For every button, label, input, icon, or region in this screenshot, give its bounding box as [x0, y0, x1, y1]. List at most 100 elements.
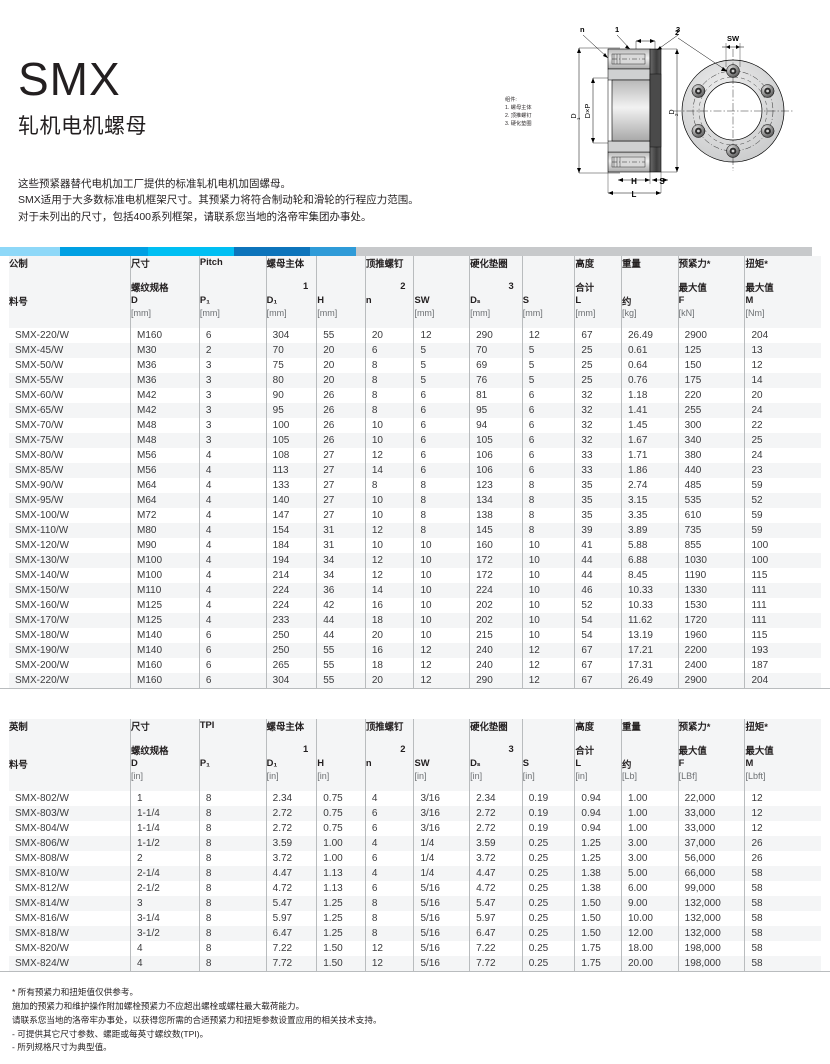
table-cell: 6 [413, 447, 470, 463]
table-cell: 3.00 [620, 850, 679, 866]
table-cell: 26.49 [620, 672, 679, 688]
table-cell: 4.47 [469, 865, 523, 881]
metric-h-F: F [678, 293, 685, 305]
imperial-col-washer-S: S [in] [521, 718, 575, 791]
table-cell: 12 [364, 552, 414, 568]
table-cell: 5/16 [413, 895, 470, 911]
table-cell: 147 [265, 507, 317, 523]
table-cell: 290 [469, 672, 523, 688]
table-cell: 1/4 [413, 850, 470, 866]
imperial-col-preload: 预紧力* 最大值 F [LBf] [677, 718, 745, 791]
svg-text:D×P: D×P [583, 104, 592, 119]
table-cell: M64 [129, 492, 200, 508]
metric-h-torque-max: 最大值 [745, 281, 774, 293]
table-cell: 7.22 [265, 940, 317, 956]
imperial-table: 英制 料号 尺寸 螺纹规格 D [in] TPI P₁ 螺母主体 1 D₁ [9, 718, 821, 971]
imperial-col-nutbody-H: H [in] [316, 718, 366, 791]
table-cell: 35 [574, 492, 622, 508]
table-cell: 14 [364, 462, 414, 478]
table-cell: 44 [316, 612, 366, 628]
drawing-svg: D 1 D×P [571, 25, 793, 199]
metric-h-S: S [522, 293, 530, 305]
table-cell: 26 [744, 835, 821, 851]
table-cell: 12 [744, 357, 821, 373]
table-cell: 33,000 [677, 820, 745, 836]
imperial-h-partno: 料号 [9, 758, 28, 770]
table-cell: 1.25 [574, 850, 622, 866]
table-cell: 187 [744, 657, 821, 673]
imperial-h-weight-unit: [Lb] [621, 770, 637, 781]
table-cell: 3/16 [413, 805, 470, 821]
metric-h-S-unit: [mm] [522, 307, 543, 318]
table-row: SMX-810/W 2-1/4 8 4.47 1.13 4 1/4 4.47 0.25 1.38 5… [9, 865, 821, 881]
table-cell: 855 [677, 537, 745, 553]
table-cell: 5.97 [469, 910, 523, 926]
metric-h-SW-unit: [mm] [414, 307, 435, 318]
table-cell: 32 [574, 402, 622, 418]
metric-h-approx: 约 [621, 295, 632, 307]
table-cell: 67 [574, 657, 622, 673]
table-cell: 8 [364, 372, 414, 388]
table-cell: 10 [364, 432, 414, 448]
metric-h-pitch: Pitch [199, 255, 223, 267]
imperial-h-tpi: TPI [199, 718, 215, 730]
table-cell: 8 [521, 507, 575, 523]
table-cell: 3.59 [469, 835, 523, 851]
table-row: SMX-70/W M48 3 100 26 10 6 94 6 32 1.45 300 22 [9, 417, 821, 433]
imperial-h-washer-num: 3 [508, 742, 514, 754]
table-cell: 3.72 [265, 850, 317, 866]
table-cell: 10 [364, 417, 414, 433]
metric-h-D1: D₁ [266, 293, 278, 305]
table-cell: M100 [129, 567, 200, 583]
table-cell: 81 [469, 387, 523, 403]
table-cell: 0.64 [620, 357, 679, 373]
table-row: SMX-180/W M140 6 250 44 20 10 215 10 54 13.19 1960 1… [9, 627, 821, 643]
imperial-col-washer-Ds: 硬化垫圈 3 Dₛ [in] [469, 718, 523, 791]
metric-h-partno: 料号 [9, 295, 28, 307]
metric-h-washer: 硬化垫圈 [470, 257, 508, 269]
table-cell: 8 [198, 790, 267, 806]
table-cell: SMX-814/W [9, 895, 131, 911]
table-cell: 95 [265, 402, 317, 418]
metric-table: 公制 料号 尺寸 螺纹规格 D [mm] Pitch P₁ [mm] 螺母主体 … [9, 255, 821, 688]
table-row: SMX-220/W M160 6 304 55 20 12 290 12 67 26.49 2900 2… [9, 327, 821, 343]
table-cell: 4 [198, 462, 267, 478]
table-cell: SMX-65/W [9, 402, 131, 418]
imperial-h-n: n [365, 756, 372, 768]
table-cell: 95 [469, 402, 523, 418]
table-cell: 10 [413, 537, 470, 553]
imperial-h-total: 合计 [575, 744, 595, 756]
table-cell: SMX-804/W [9, 820, 131, 836]
metric-col-washer-S: S [mm] [521, 255, 575, 328]
table-cell: 3/16 [413, 820, 470, 836]
table-cell: 55 [316, 642, 366, 658]
drawing-legend: 组件: 1. 螺母主体 2. 顶推螺钉 3. 硬化垫圈 [505, 96, 532, 128]
table-cell: 10 [413, 567, 470, 583]
table-cell: 25 [574, 342, 622, 358]
table-cell: 44 [574, 552, 622, 568]
table-cell: 55 [316, 327, 366, 343]
table-row: SMX-90/W M64 4 133 27 8 8 123 8 35 2.74 485 59 [9, 477, 821, 493]
table-cell: 0.76 [620, 372, 679, 388]
table-cell: 2.34 [469, 790, 523, 806]
table-row: SMX-812/W 2-1/2 8 4.72 1.13 6 5/16 4.72 0.25 1.38… [9, 880, 821, 896]
table-cell: 33 [574, 447, 622, 463]
table-cell: SMX-95/W [9, 492, 131, 508]
table-cell: 5 [413, 372, 470, 388]
table-cell: 6 [364, 880, 414, 896]
table-cell: 255 [677, 402, 745, 418]
table-cell: 17.31 [620, 657, 679, 673]
table-cell: 1.00 [620, 790, 679, 806]
table-cell: 42 [316, 597, 366, 613]
table-cell: 1.25 [574, 835, 622, 851]
table-cell: 224 [265, 597, 317, 613]
table-cell: 10 [521, 582, 575, 598]
imperial-h-torque-max: 最大值 [745, 744, 774, 756]
table-cell: 0.25 [521, 940, 575, 956]
table-cell: 4 [129, 955, 200, 971]
table-cell: 10 [413, 552, 470, 568]
table-cell: SMX-806/W [9, 835, 131, 851]
table-row: SMX-85/W M56 4 113 27 14 6 106 6 33 1.86 440 23 [9, 462, 821, 478]
imperial-h-D1: D₁ [266, 756, 278, 768]
table-row: SMX-110/W M80 4 154 31 12 8 145 8 39 3.89 735 59 [9, 522, 821, 538]
